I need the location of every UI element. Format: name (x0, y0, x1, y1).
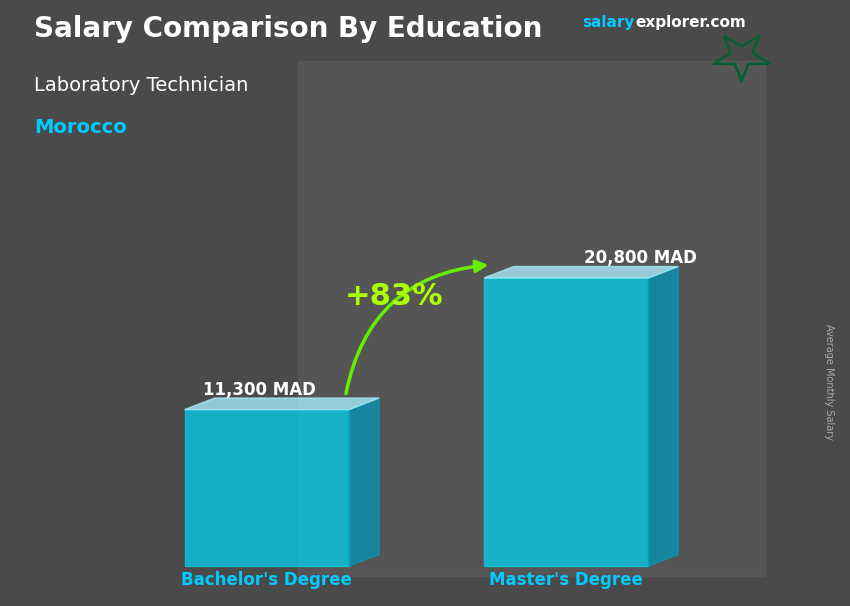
Text: Average Monthly Salary: Average Monthly Salary (824, 324, 834, 440)
Polygon shape (349, 398, 379, 566)
Text: Laboratory Technician: Laboratory Technician (34, 76, 248, 95)
Text: Bachelor's Degree: Bachelor's Degree (181, 571, 353, 590)
Text: Salary Comparison By Education: Salary Comparison By Education (34, 15, 542, 43)
Text: explorer.com: explorer.com (635, 15, 745, 30)
Polygon shape (484, 267, 678, 278)
Text: 20,800 MAD: 20,800 MAD (585, 249, 697, 267)
Text: Morocco: Morocco (34, 118, 127, 137)
Text: Master's Degree: Master's Degree (489, 571, 643, 590)
Text: salary: salary (582, 15, 635, 30)
Bar (298, 61, 765, 576)
Polygon shape (484, 278, 649, 566)
Text: 11,300 MAD: 11,300 MAD (203, 381, 316, 399)
Polygon shape (184, 398, 379, 410)
Polygon shape (184, 410, 349, 566)
Polygon shape (649, 267, 678, 566)
Text: +83%: +83% (345, 282, 444, 311)
